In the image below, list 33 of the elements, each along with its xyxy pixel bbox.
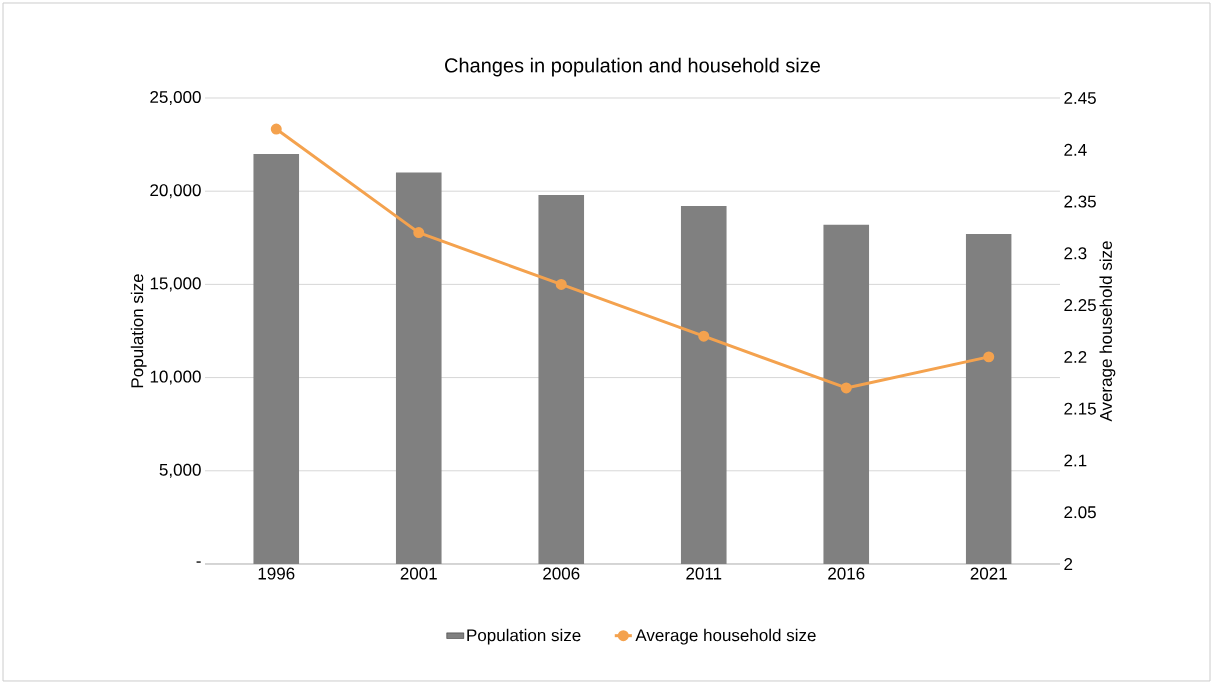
y2-tick-label: 2.35 [1064, 195, 1096, 208]
y-tick-label: 15,000 [150, 277, 201, 292]
y-tick-label: 5,000 [159, 463, 201, 478]
point [840, 382, 852, 394]
y-tick-label: 25,000 [150, 90, 201, 106]
y-tick-label: - [196, 561, 201, 563]
y2-tick-label: 2.2 [1064, 350, 1087, 363]
x-tick-label: 2011 [686, 567, 722, 580]
y2-tick-label: 2.05 [1064, 506, 1096, 519]
point [270, 123, 282, 135]
point [983, 351, 995, 363]
legend-label: Average household size [635, 628, 816, 645]
y-axis-title: Population size [130, 274, 147, 388]
x-tick-label: 2006 [543, 567, 580, 580]
y-tick-label: 20,000 [150, 184, 201, 199]
y2-tick-label: 2.25 [1064, 299, 1096, 312]
y2-tick-label: 2.45 [1064, 91, 1096, 105]
y2-axis-title: Average household size [1099, 241, 1116, 422]
x-tick-label: 2021 [970, 567, 1007, 580]
x-tick-label: 1996 [258, 567, 295, 580]
point [698, 330, 710, 342]
point [555, 278, 567, 290]
y2-tick-label: 2.4 [1064, 143, 1087, 156]
y2-tick-label: 2.15 [1064, 402, 1096, 415]
legend-label: Population size [467, 628, 581, 645]
point [413, 227, 425, 239]
chart-title: Changes in population and household size [445, 57, 820, 77]
y-tick-label: 10,000 [150, 370, 201, 385]
x-tick-label: 2001 [400, 567, 437, 580]
y2-tick-label: 2.1 [1064, 454, 1087, 467]
x-tick-label: 2016 [828, 567, 865, 580]
y2-tick-label: 2 [1064, 558, 1073, 570]
y2-tick-label: 2.3 [1064, 247, 1087, 260]
